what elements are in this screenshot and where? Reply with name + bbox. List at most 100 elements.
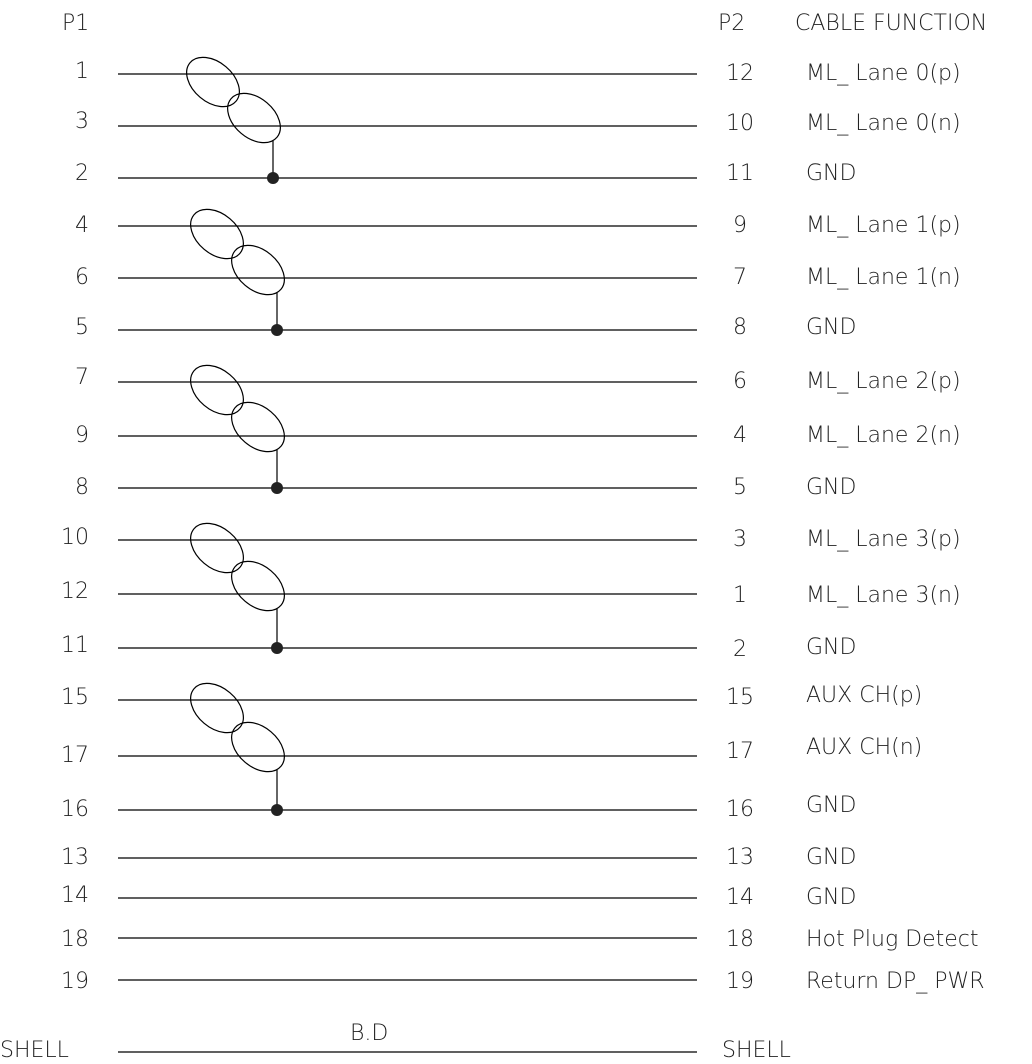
p2-pin-label: 11 <box>726 161 754 186</box>
drain-junction-dot <box>271 324 283 336</box>
p1-pin-label: 4 <box>75 213 89 238</box>
wire-row: 3 10 ML_ Lane 0(n) <box>75 109 961 136</box>
wire-row: 4 9 ML_ Lane 1(p) <box>75 213 961 238</box>
twisted-pair-symbol <box>186 56 281 184</box>
cable-function-label: GND <box>806 793 856 818</box>
twist-loop <box>227 92 281 144</box>
p1-pin-label: 6 <box>75 265 89 290</box>
p2-pin-label: 12 <box>726 61 754 86</box>
p1-pin-label: 16 <box>61 797 89 822</box>
p2-pin-label: 18 <box>726 927 754 952</box>
wire-row: 8 5 GND <box>75 475 856 500</box>
twist-loop <box>231 401 285 453</box>
p1-pin-label: 3 <box>75 109 89 134</box>
cable-function-label: GND <box>806 315 856 340</box>
twisted-pair-symbol <box>190 364 285 494</box>
p2-pin-label: 14 <box>726 885 754 910</box>
cable-function-label: ML_ Lane 1(p) <box>806 213 961 238</box>
drain-junction-dot <box>271 642 283 654</box>
wire-row: 13 13 GND <box>61 845 856 870</box>
twist-loop <box>231 560 285 612</box>
wire-row: 14 14 GND <box>61 883 856 910</box>
twisted-pair-markers <box>186 56 285 816</box>
cable-function-label: ML_ Lane 1(n) <box>806 265 961 290</box>
p2-pin-label: 6 <box>733 369 747 394</box>
wire-row: 17 17 AUX CH(n) <box>61 735 922 768</box>
shell-right-label: SHELL <box>722 1038 791 1063</box>
wire-row: 15 15 AUX CH(p) <box>61 683 922 710</box>
header-p1: P1 <box>62 11 89 36</box>
p2-pin-label: 16 <box>726 797 754 822</box>
twist-loop <box>231 244 285 296</box>
cable-function-label: ML_ Lane 0(p) <box>806 61 961 86</box>
p2-pin-label: 19 <box>726 969 754 994</box>
wire-row: 12 1 ML_ Lane 3(n) <box>61 579 961 608</box>
twisted-pair-symbol <box>190 522 285 654</box>
p2-pin-label: 3 <box>733 527 747 552</box>
p2-pin-label: 1 <box>733 583 747 608</box>
p2-pin-label: 13 <box>726 845 754 870</box>
cable-function-label: GND <box>806 161 856 186</box>
p1-pin-label: 17 <box>61 743 89 768</box>
p1-pin-label: 11 <box>61 633 89 658</box>
cable-function-label: ML_ Lane 2(p) <box>806 369 961 394</box>
p2-pin-label: 10 <box>726 111 754 136</box>
wire-row: 18 18 Hot Plug Detect <box>61 927 979 952</box>
twist-loop <box>190 208 244 260</box>
wire-row: 6 7 ML_ Lane 1(n) <box>75 265 961 290</box>
p2-pin-label: 5 <box>733 475 747 500</box>
drain-junction-dot <box>271 482 283 494</box>
header-cable-function: CABLE FUNCTION <box>795 11 987 36</box>
cable-function-label: AUX CH(n) <box>806 735 922 760</box>
p1-pin-label: 1 <box>75 59 89 84</box>
twisted-pair-symbol <box>190 208 285 336</box>
cable-function-label: GND <box>806 635 856 660</box>
cable-function-label: AUX CH(p) <box>806 683 922 708</box>
p1-pin-label: 14 <box>61 883 89 908</box>
drain-junction-dot <box>267 172 279 184</box>
p1-pin-label: 10 <box>61 525 89 550</box>
cable-function-label: Hot Plug Detect <box>806 927 979 952</box>
twist-loop <box>190 682 244 734</box>
twist-loop <box>190 364 244 416</box>
p1-pin-label: 12 <box>61 579 89 604</box>
wire-row: 10 3 ML_ Lane 3(p) <box>61 525 961 552</box>
cable-function-label: GND <box>806 475 856 500</box>
header-p2: P2 <box>718 11 745 36</box>
p2-pin-label: 2 <box>733 637 747 662</box>
p1-pin-label: 8 <box>75 475 89 500</box>
p1-pin-label: 7 <box>75 365 89 390</box>
p2-pin-label: 4 <box>733 423 747 448</box>
p1-pin-label: 19 <box>61 969 89 994</box>
cable-function-label: GND <box>806 885 856 910</box>
shell-drain-label: B.D <box>350 1021 388 1046</box>
p2-pin-label: 9 <box>733 213 747 238</box>
wire-row: 16 16 GND <box>61 793 856 822</box>
p1-pin-label: 2 <box>75 161 89 186</box>
cable-function-label: ML_ Lane 3(p) <box>806 527 961 552</box>
p1-pin-label: 5 <box>75 315 89 340</box>
p2-pin-label: 8 <box>733 315 747 340</box>
shell-row: SHELL B.D SHELL <box>0 1021 791 1063</box>
cable-function-label: ML_ Lane 0(n) <box>806 111 961 136</box>
p1-pin-label: 15 <box>61 685 89 710</box>
twist-loop <box>186 56 240 108</box>
twist-loop <box>190 522 244 574</box>
wire-row: 5 8 GND <box>75 315 856 340</box>
p1-pin-label: 13 <box>61 845 89 870</box>
p2-pin-label: 15 <box>726 685 754 710</box>
wire-row: 2 11 GND <box>75 161 856 186</box>
twist-loop <box>231 721 285 773</box>
p2-pin-label: 17 <box>726 739 754 764</box>
cable-function-label: Return DP_ PWR <box>806 969 985 994</box>
cable-function-label: ML_ Lane 2(n) <box>806 423 961 448</box>
wire-row: 19 19 Return DP_ PWR <box>61 969 985 994</box>
twisted-pair-symbol <box>190 682 285 816</box>
cable-function-label: GND <box>806 845 856 870</box>
wire-row: 9 4 ML_ Lane 2(n) <box>75 423 961 448</box>
cable-function-label: ML_ Lane 3(n) <box>806 583 961 608</box>
p1-pin-label: 9 <box>75 423 89 448</box>
p1-pin-label: 18 <box>61 927 89 952</box>
p2-pin-label: 7 <box>733 265 747 290</box>
